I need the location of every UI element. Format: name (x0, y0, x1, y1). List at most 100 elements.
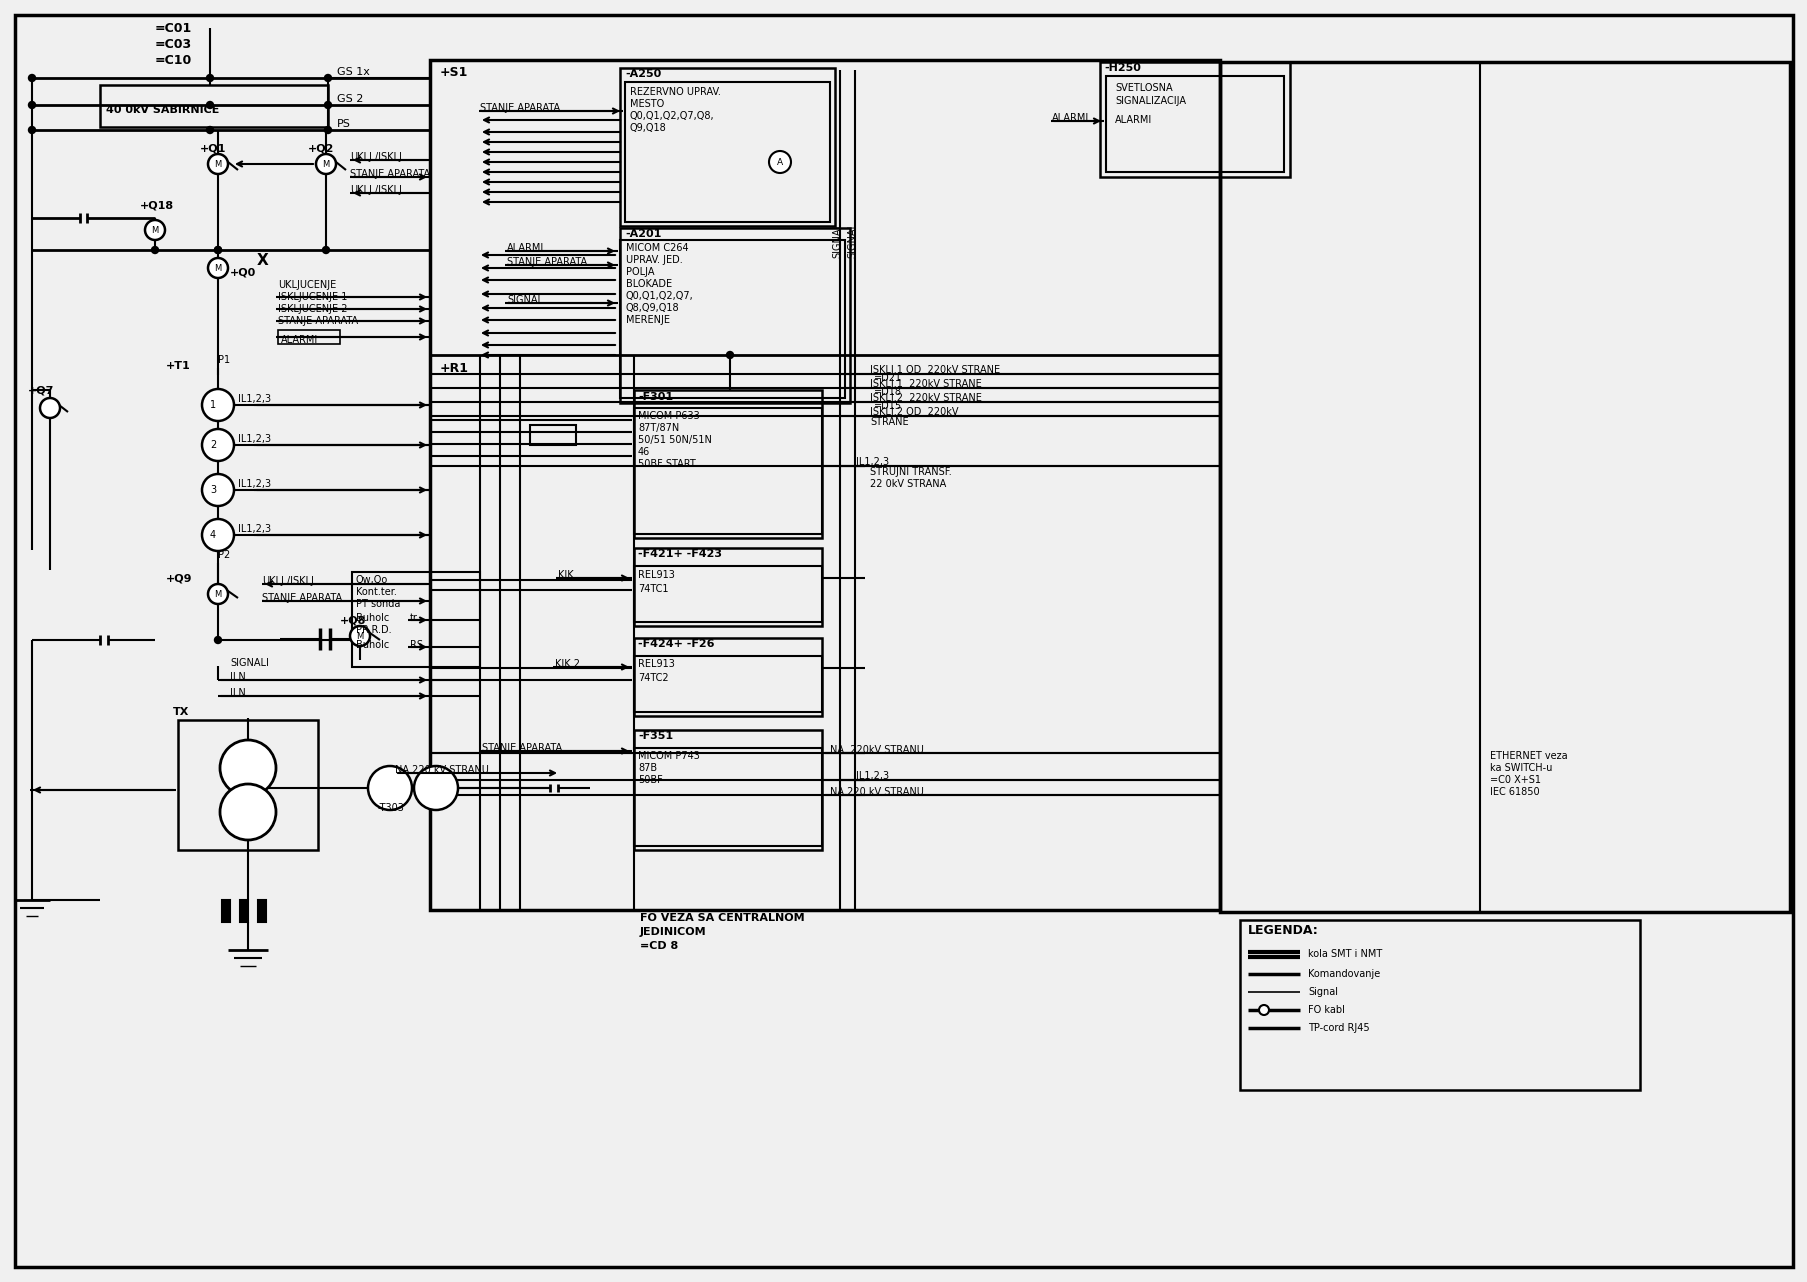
Text: Q9,Q18: Q9,Q18 (629, 123, 667, 133)
Text: ISKLJUCENJE 1: ISKLJUCENJE 1 (278, 292, 347, 303)
Text: SIGNAL: SIGNAL (846, 222, 857, 258)
Bar (634, 547, 822, 626)
Text: PT sonda: PT sonda (356, 599, 399, 609)
Circle shape (208, 154, 228, 174)
Bar (634, 565, 822, 622)
Text: NA 220 kV STRANU: NA 220 kV STRANU (829, 787, 923, 797)
Text: -A250: -A250 (625, 69, 661, 79)
Text: =CD 8: =CD 8 (640, 941, 678, 951)
Circle shape (369, 767, 412, 810)
Text: IL1,2,3: IL1,2,3 (239, 479, 271, 488)
Text: UKLJ./ISKLJ.: UKLJ./ISKLJ. (351, 153, 405, 162)
Circle shape (202, 388, 233, 420)
Circle shape (215, 246, 222, 254)
Text: MICOM C264: MICOM C264 (625, 244, 688, 253)
Bar (430, 355, 1220, 910)
Text: +S1: +S1 (439, 65, 468, 78)
Circle shape (323, 74, 331, 82)
Bar (430, 60, 1220, 910)
Circle shape (208, 258, 228, 278)
Text: Buholc: Buholc (356, 640, 389, 650)
Circle shape (726, 351, 734, 359)
Text: IL1,2,3: IL1,2,3 (855, 770, 889, 781)
Text: MERENJE: MERENJE (625, 315, 670, 326)
Text: 2: 2 (210, 440, 217, 450)
Text: SIGNAL: SIGNAL (506, 295, 542, 305)
Text: PS: PS (336, 119, 351, 129)
Text: =C10: =C10 (155, 54, 192, 67)
Text: STANJE APARATA: STANJE APARATA (506, 256, 587, 267)
Circle shape (206, 127, 213, 133)
Text: PR.R.D.: PR.R.D. (356, 626, 392, 635)
Bar (529, 426, 576, 445)
Text: +Q0: +Q0 (229, 267, 257, 277)
Text: GS 1x: GS 1x (336, 67, 370, 77)
Text: SIGNAL: SIGNAL (831, 222, 842, 258)
Text: 40 0kV SABIRNICE: 40 0kV SABIRNICE (107, 105, 219, 115)
Bar (240, 900, 248, 922)
Text: 74TC2: 74TC2 (638, 673, 669, 683)
Text: STANJE APARATA: STANJE APARATA (482, 744, 562, 753)
Text: MICOM P633: MICOM P633 (638, 412, 699, 420)
Circle shape (215, 246, 222, 254)
Text: 22 0kV STRANA: 22 0kV STRANA (869, 479, 945, 488)
Text: ALARMI: ALARMI (1115, 115, 1151, 126)
Circle shape (40, 397, 60, 418)
Bar (278, 329, 340, 344)
Text: SIGNALI: SIGNALI (229, 658, 269, 668)
Circle shape (323, 127, 331, 133)
Text: M: M (215, 159, 222, 168)
Bar (620, 240, 844, 397)
Bar (620, 228, 849, 403)
Circle shape (215, 636, 222, 644)
Text: BLOKADE: BLOKADE (625, 279, 672, 288)
Bar (1220, 62, 1789, 912)
Text: 87T/87N: 87T/87N (638, 423, 679, 433)
Text: RS: RS (410, 640, 423, 650)
Text: =C0 X+S1: =C0 X+S1 (1489, 776, 1540, 785)
Bar (1099, 62, 1288, 177)
Text: STANJE APARATA: STANJE APARATA (351, 169, 430, 179)
Bar (634, 390, 822, 538)
Text: IL1,2,3: IL1,2,3 (239, 394, 271, 404)
Text: +Q18: +Q18 (139, 200, 173, 210)
Bar (258, 900, 266, 922)
Text: IEC 61850: IEC 61850 (1489, 787, 1540, 797)
Circle shape (208, 585, 228, 604)
Text: =D21: =D21 (873, 373, 902, 383)
Text: STRANE: STRANE (869, 417, 909, 427)
Text: 50BF START: 50BF START (638, 459, 696, 469)
Circle shape (202, 474, 233, 506)
Circle shape (29, 127, 36, 133)
Text: UKLJ./ISKLJ.: UKLJ./ISKLJ. (262, 576, 316, 586)
Circle shape (206, 101, 213, 109)
Text: ISKLJUCENJE 2: ISKLJUCENJE 2 (278, 304, 347, 314)
Text: IL1,2,3: IL1,2,3 (239, 435, 271, 444)
Text: NA  220kV STRANU: NA 220kV STRANU (829, 745, 923, 755)
Circle shape (145, 221, 164, 240)
Text: 4: 4 (210, 529, 217, 540)
Text: UKLJUCENJE: UKLJUCENJE (278, 279, 336, 290)
Text: SVETLOSNA: SVETLOSNA (1115, 83, 1173, 94)
Text: 50BF: 50BF (638, 776, 663, 785)
Bar (634, 747, 822, 846)
Text: TX: TX (173, 706, 190, 717)
Circle shape (152, 246, 159, 254)
Circle shape (351, 626, 370, 646)
Text: -F351: -F351 (638, 731, 672, 741)
Text: LEGENDA:: LEGENDA: (1247, 923, 1317, 936)
Text: JEDINICOM: JEDINICOM (640, 927, 707, 937)
Text: STANJE APARATA: STANJE APARATA (262, 594, 342, 603)
Text: ETHERNET veza: ETHERNET veza (1489, 751, 1567, 762)
Text: NA 220 kV STRANU: NA 220 kV STRANU (394, 765, 488, 776)
Text: =C01: =C01 (155, 22, 192, 35)
Text: -F424+ -F26: -F424+ -F26 (638, 638, 714, 649)
Text: +Q2: +Q2 (307, 144, 334, 153)
Circle shape (202, 429, 233, 462)
Text: P1: P1 (219, 355, 229, 365)
Text: TP-cord RJ45: TP-cord RJ45 (1306, 1023, 1370, 1033)
Bar (620, 68, 835, 226)
Bar (222, 900, 229, 922)
Text: FO VEZA SA CENTRALNOM: FO VEZA SA CENTRALNOM (640, 913, 804, 923)
Text: 1: 1 (210, 400, 217, 410)
